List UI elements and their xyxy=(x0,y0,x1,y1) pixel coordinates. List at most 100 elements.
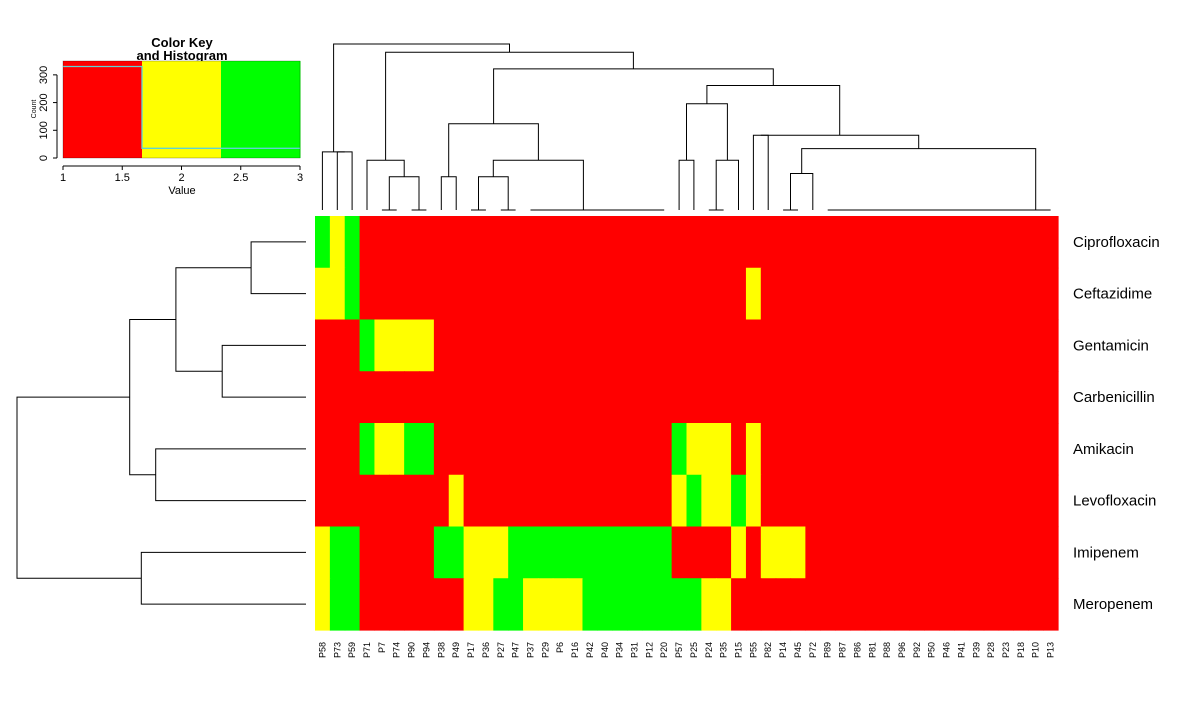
heatmap-cell xyxy=(404,526,420,579)
heatmap-cell xyxy=(924,267,940,321)
heatmap-cell xyxy=(924,319,940,372)
heatmap-cell xyxy=(731,216,747,269)
heatmap-cell xyxy=(463,371,480,424)
heatmap-cell xyxy=(419,578,435,631)
row-dendrogram-branch xyxy=(155,448,306,502)
heatmap-cell xyxy=(463,526,480,579)
heatmap-cell xyxy=(419,319,435,372)
heatmap-cell xyxy=(478,216,494,269)
heatmap-cell xyxy=(552,578,569,631)
column-label: P36 xyxy=(481,642,491,658)
column-label: P28 xyxy=(986,642,996,658)
heatmap-cell xyxy=(953,216,970,269)
heatmap-cell xyxy=(389,371,405,424)
heatmap-cell xyxy=(537,216,554,269)
column-dendrogram-branch xyxy=(715,159,739,210)
heatmap-cell xyxy=(389,526,405,579)
column-label: P96 xyxy=(897,642,907,658)
heatmap-cell xyxy=(686,526,702,579)
column-label: P50 xyxy=(927,642,937,658)
row-dendrogram xyxy=(16,241,306,605)
heatmap-cell xyxy=(731,423,747,476)
heatmap-cell xyxy=(597,526,613,579)
heatmap-cell xyxy=(745,319,762,372)
column-label: P82 xyxy=(763,642,773,658)
heatmap-cell xyxy=(315,216,331,269)
heatmap-cell xyxy=(404,474,420,528)
heatmap-cell xyxy=(909,319,925,372)
heatmap-cell xyxy=(760,526,777,579)
heatmap-cell xyxy=(731,474,747,528)
heatmap-cell xyxy=(1028,267,1044,321)
heatmap-cell xyxy=(716,526,732,579)
heatmap-cell xyxy=(983,474,1000,528)
heatmap-cell xyxy=(939,474,955,528)
heatmap-cell xyxy=(671,319,688,372)
heatmap-cell xyxy=(478,526,494,579)
heatmap-cell xyxy=(849,578,866,631)
heatmap-cell xyxy=(493,578,509,631)
heatmap-cell xyxy=(731,371,747,424)
column-label: P88 xyxy=(882,642,892,658)
heatmap-cell xyxy=(686,423,702,476)
column-label: P73 xyxy=(332,642,342,658)
heatmap-cell xyxy=(760,319,777,372)
row-dendrogram-branch xyxy=(250,241,306,295)
heatmap-cell xyxy=(716,578,732,631)
row-dendrogram-branch xyxy=(129,319,176,476)
heatmap-cell xyxy=(731,578,747,631)
heatmap-cell xyxy=(478,319,494,372)
heatmap-cell xyxy=(404,267,420,321)
heatmap-cell xyxy=(775,267,792,321)
heatmap-cell xyxy=(552,371,569,424)
row-dendrogram-branch xyxy=(16,396,142,579)
column-labels: P58 P73 P59 P71 P7 P74 P90 P94 P38 P49 P17 P36 P27 P4… xyxy=(317,642,1055,658)
heatmap-cell xyxy=(701,371,717,424)
row-label: Gentamicin xyxy=(1073,337,1149,354)
heatmap-cell xyxy=(433,267,450,321)
heatmap-cell xyxy=(820,474,836,528)
heatmap-cell xyxy=(820,319,836,372)
heatmap-cell xyxy=(315,267,331,321)
heatmap-cell xyxy=(671,474,688,528)
heatmap-cell xyxy=(805,526,821,579)
heatmap-cell xyxy=(849,216,866,269)
heatmap-cell xyxy=(359,371,376,424)
heatmap-cell xyxy=(315,371,331,424)
row-label: Ciprofloxacin xyxy=(1073,234,1160,251)
heatmap-cell xyxy=(567,267,584,321)
heatmap-cell xyxy=(835,578,851,631)
heatmap-cell xyxy=(745,371,762,424)
heatmap-cell xyxy=(924,371,940,424)
heatmap-cell xyxy=(745,267,762,321)
heatmap-cell xyxy=(716,474,732,528)
heatmap-cell xyxy=(968,474,985,528)
heatmap-cell xyxy=(374,474,390,528)
heatmap-cell xyxy=(508,319,524,372)
heatmap-cell xyxy=(998,474,1015,528)
heatmap-cell xyxy=(627,319,643,372)
heatmap-cell xyxy=(820,216,836,269)
heatmap-cell xyxy=(315,423,331,476)
row-labels: Ciprofloxacin Ceftazidime Gentamicin Carben… xyxy=(1073,234,1160,613)
heatmap-cell xyxy=(909,216,925,269)
row-label: Levofloxacin xyxy=(1073,493,1156,510)
heatmap-cell xyxy=(1013,578,1029,631)
heatmap-cell xyxy=(627,526,643,579)
column-dendrogram-branch xyxy=(366,159,405,210)
heatmap-cell xyxy=(745,216,762,269)
heatmap-cell xyxy=(805,578,821,631)
heatmap-cell xyxy=(968,267,985,321)
heatmap-cell xyxy=(909,267,925,321)
heatmap-cell xyxy=(433,526,450,579)
heatmap-cell xyxy=(864,267,881,321)
column-label: P92 xyxy=(912,642,922,658)
heatmap-cell xyxy=(849,319,866,372)
heatmap-cell xyxy=(404,578,420,631)
heatmap-cell xyxy=(656,267,673,321)
column-dendrogram-branch xyxy=(801,148,1037,210)
heatmap-cell xyxy=(864,526,881,579)
heatmap-cell xyxy=(983,423,1000,476)
column-label: P16 xyxy=(570,642,580,658)
heatmap-cell xyxy=(478,371,494,424)
